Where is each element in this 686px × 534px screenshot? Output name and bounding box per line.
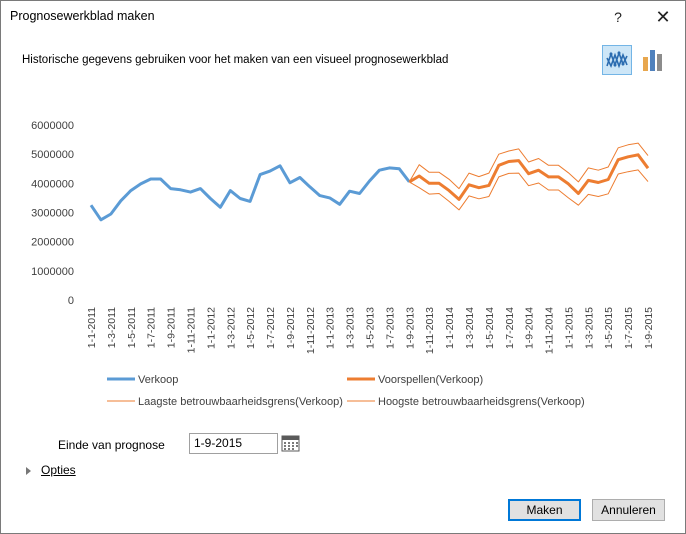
column-chart-icon bbox=[643, 50, 662, 71]
series-line-hoogste bbox=[408, 142, 649, 190]
y-tick-label: 5000000 bbox=[31, 149, 74, 161]
column-chart-type-button[interactable] bbox=[637, 45, 667, 75]
x-tick-label: 1-11-2011 bbox=[185, 307, 197, 353]
legend-label-verkoop: Verkoop bbox=[138, 374, 178, 386]
x-tick-label: 1-5-2011 bbox=[126, 307, 138, 348]
y-tick-label: 0 bbox=[68, 295, 74, 307]
x-tick-label: 1-1-2014 bbox=[444, 307, 456, 349]
options-label: Opties bbox=[41, 463, 76, 477]
x-tick-label: 1-9-2015 bbox=[643, 307, 655, 349]
x-tick-label: 1-11-2012 bbox=[305, 307, 317, 354]
x-tick-label: 1-7-2012 bbox=[265, 307, 277, 349]
x-tick-label: 1-7-2015 bbox=[623, 307, 635, 349]
x-tick-label: 1-7-2014 bbox=[504, 307, 516, 349]
x-tick-label: 1-3-2015 bbox=[583, 307, 595, 349]
x-tick-label: 1-5-2012 bbox=[245, 307, 257, 349]
help-button[interactable]: ? bbox=[614, 9, 622, 25]
x-tick-label: 1-5-2014 bbox=[484, 307, 496, 349]
cancel-button[interactable]: Annuleren bbox=[592, 499, 665, 521]
x-tick-label: 1-9-2012 bbox=[285, 307, 297, 349]
create-button[interactable]: Maken bbox=[508, 499, 581, 521]
x-tick-label: 1-1-2011 bbox=[86, 307, 98, 348]
x-tick-label: 1-5-2015 bbox=[603, 307, 615, 349]
x-tick-label: 1-7-2011 bbox=[146, 307, 158, 348]
calendar-button[interactable] bbox=[280, 433, 301, 454]
dialog-title: Prognosewerkblad maken bbox=[10, 9, 155, 23]
legend-label-voorspellen: Voorspellen(Verkoop) bbox=[378, 374, 483, 386]
y-tick-label: 4000000 bbox=[31, 178, 74, 190]
series-line-laagste bbox=[409, 169, 649, 211]
dialog-description: Historische gegevens gebruiken voor het … bbox=[22, 54, 449, 66]
y-tick-label: 3000000 bbox=[31, 208, 74, 220]
x-tick-label: 1-9-2013 bbox=[404, 307, 416, 349]
x-tick-label: 1-3-2013 bbox=[345, 307, 357, 349]
x-tick-label: 1-11-2013 bbox=[424, 307, 436, 354]
expand-arrow-icon bbox=[26, 466, 31, 475]
title-bar: Prognosewerkblad maken ? ✕ bbox=[1, 1, 685, 33]
x-tick-label: 1-9-2014 bbox=[524, 307, 536, 349]
x-tick-label: 1-5-2013 bbox=[365, 307, 377, 349]
legend-label-laagste: Laagste betrouwbaarheidsgrens(Verkoop) bbox=[138, 396, 343, 408]
x-tick-label: 1-1-2015 bbox=[563, 307, 575, 349]
line-chart-icon bbox=[606, 50, 628, 69]
options-toggle[interactable]: Opties bbox=[26, 463, 76, 477]
line-chart-type-button[interactable] bbox=[602, 45, 632, 75]
forecast-chart: 6000000 5000000 4000000 3000000 2000000 10000… bbox=[31, 120, 655, 408]
close-button[interactable]: ✕ bbox=[655, 7, 671, 27]
series-line-voorspellen bbox=[408, 153, 650, 201]
legend-label-hoogste: Hoogste betrouwbaarheidsgrens(Verkoop) bbox=[378, 396, 585, 408]
x-tick-label: 1-3-2012 bbox=[225, 307, 237, 349]
forecast-end-label: Einde van prognose bbox=[58, 438, 165, 452]
calendar-icon bbox=[281, 435, 300, 452]
x-tick-label: 1-7-2013 bbox=[384, 307, 396, 349]
y-tick-label: 6000000 bbox=[31, 120, 74, 132]
x-tick-label: 1-3-2014 bbox=[464, 307, 476, 349]
x-tick-label: 1-9-2011 bbox=[166, 307, 178, 348]
x-tick-label: 1-1-2012 bbox=[205, 307, 217, 349]
x-tick-label: 1-11-2014 bbox=[544, 307, 556, 354]
forecast-end-input[interactable]: 1-9-2015 bbox=[189, 433, 278, 454]
x-tick-label: 1-3-2011 bbox=[106, 307, 118, 348]
series-line-verkoop bbox=[89, 164, 411, 222]
x-tick-label: 1-1-2013 bbox=[325, 307, 337, 349]
y-tick-label: 2000000 bbox=[31, 237, 74, 249]
y-tick-label: 1000000 bbox=[31, 266, 74, 278]
